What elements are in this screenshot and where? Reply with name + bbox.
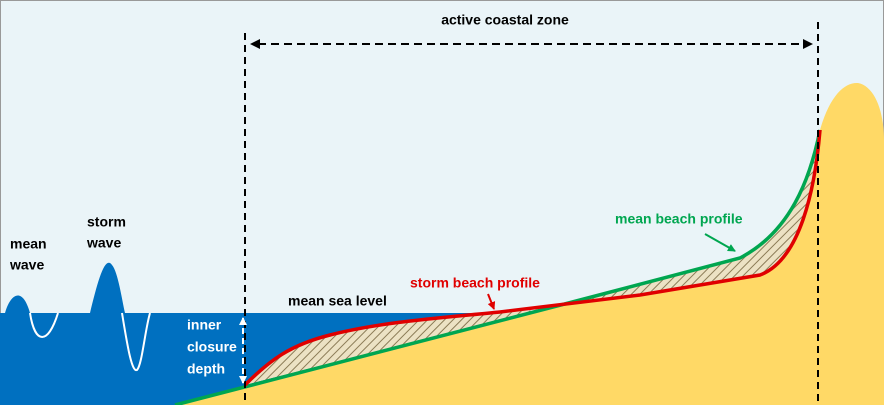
mean-wave-label: wave (9, 257, 44, 273)
title: active coastal zone (441, 12, 569, 28)
mean-label-arrow (704, 233, 736, 252)
sand (175, 82, 884, 405)
mean-sea-level-label: mean sea level (288, 293, 387, 309)
storm-label-arrow (487, 293, 496, 310)
mean-wave-crest (5, 295, 30, 313)
closure-depth-label: closure (187, 339, 237, 355)
storm-wave-crest (90, 262, 125, 313)
mean-wave-label: mean (10, 236, 47, 252)
closure-depth-label: inner (187, 317, 222, 333)
storm-wave-label: storm (87, 214, 126, 230)
storm-beach-profile-line (243, 129, 822, 387)
erosion-area (580, 130, 820, 300)
mean-beach-profile-line (174, 129, 822, 405)
storm-beach-profile-label: storm beach profile (410, 275, 540, 291)
storm-wave-trough (121, 312, 151, 371)
storm-wave-label: wave (86, 235, 121, 251)
mean-beach-profile-label: mean beach profile (615, 211, 743, 227)
closure-depth-label: depth (187, 361, 225, 377)
mean-wave-trough (29, 312, 59, 338)
